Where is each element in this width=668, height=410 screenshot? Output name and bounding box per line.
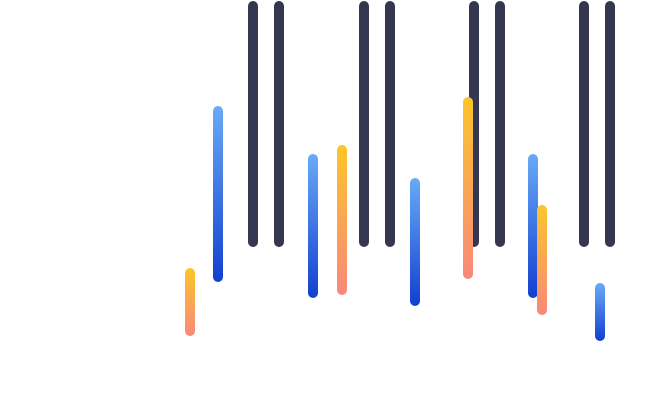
dark-bar: [248, 1, 258, 247]
blue-bar: [595, 283, 605, 341]
blue-bar: [213, 106, 223, 282]
dark-bar: [495, 1, 505, 247]
dark-bar: [579, 1, 589, 247]
dark-bar: [385, 1, 395, 247]
blue-bar: [410, 178, 420, 306]
blue-bar: [308, 154, 318, 298]
dark-bar: [274, 1, 284, 247]
orange-bar: [537, 205, 547, 315]
dark-bar: [359, 1, 369, 247]
dark-bar: [469, 1, 479, 247]
dark-bar: [605, 1, 615, 247]
orange-bar: [185, 268, 195, 336]
orange-bar: [337, 145, 347, 295]
blue-bar: [528, 154, 538, 298]
orange-bar: [463, 97, 473, 279]
